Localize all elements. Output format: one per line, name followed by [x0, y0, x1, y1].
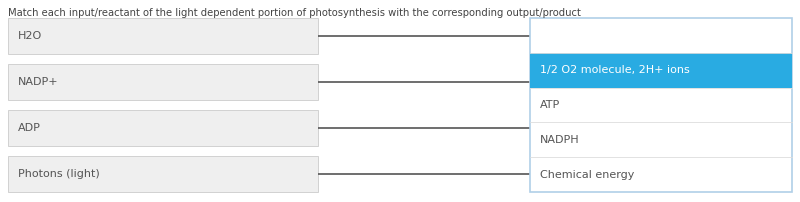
Text: H2O: H2O — [18, 31, 42, 41]
Text: Photons (light): Photons (light) — [18, 169, 100, 179]
Bar — [8, 64, 318, 100]
Bar — [530, 18, 792, 192]
Text: NADPH: NADPH — [540, 135, 580, 145]
Text: NADP+: NADP+ — [18, 77, 58, 87]
Text: ATP: ATP — [540, 100, 560, 110]
Text: Match each input/reactant of the light dependent portion of photosynthesis with : Match each input/reactant of the light d… — [8, 8, 581, 18]
Text: ADP: ADP — [18, 123, 41, 133]
Bar — [8, 18, 318, 54]
Bar — [8, 110, 318, 146]
Text: 1/2 O2 molecule, 2H+ ions: 1/2 O2 molecule, 2H+ ions — [540, 65, 690, 75]
Bar — [8, 156, 318, 192]
Text: Chemical energy: Chemical energy — [540, 170, 634, 180]
Bar — [530, 53, 792, 88]
